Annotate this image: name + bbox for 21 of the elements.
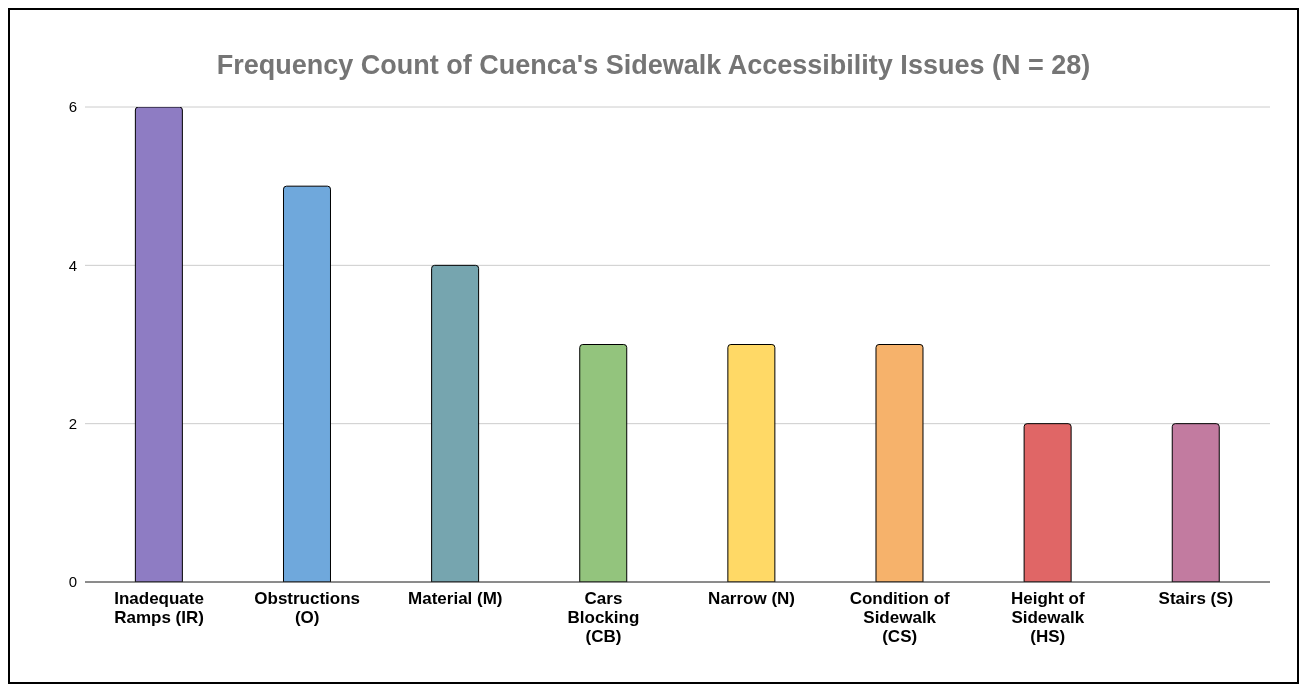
x-tick-label: Material (M) bbox=[408, 589, 503, 608]
bar bbox=[1023, 423, 1072, 582]
x-tick-label: Cars Blocking (CB) bbox=[567, 589, 640, 646]
bar bbox=[579, 344, 628, 582]
x-tick-label: Condition of Sidewalk (CS) bbox=[849, 589, 951, 646]
y-tick-label: 2 bbox=[68, 414, 77, 432]
bar bbox=[875, 344, 924, 582]
x-tick-label: Inadequate Ramps (IR) bbox=[114, 589, 204, 627]
bar bbox=[282, 185, 331, 582]
bar bbox=[1171, 423, 1220, 582]
chart-title: Frequency Count of Cuenca's Sidewalk Accessibility Issues (N = 28) bbox=[215, 50, 1092, 81]
bar bbox=[431, 264, 480, 582]
bar bbox=[727, 344, 776, 582]
y-tick-label: 6 bbox=[68, 98, 77, 116]
bar bbox=[134, 107, 183, 582]
y-tick-label: 4 bbox=[68, 256, 77, 274]
x-tick-label: Stairs (S) bbox=[1158, 589, 1234, 608]
y-tick-label: 0 bbox=[68, 573, 77, 591]
x-tick-label: Narrow (N) bbox=[708, 589, 796, 608]
x-tick-label: Height of Sidewalk (HS) bbox=[1010, 589, 1085, 646]
x-tick-label: Obstructions (O) bbox=[254, 589, 361, 627]
